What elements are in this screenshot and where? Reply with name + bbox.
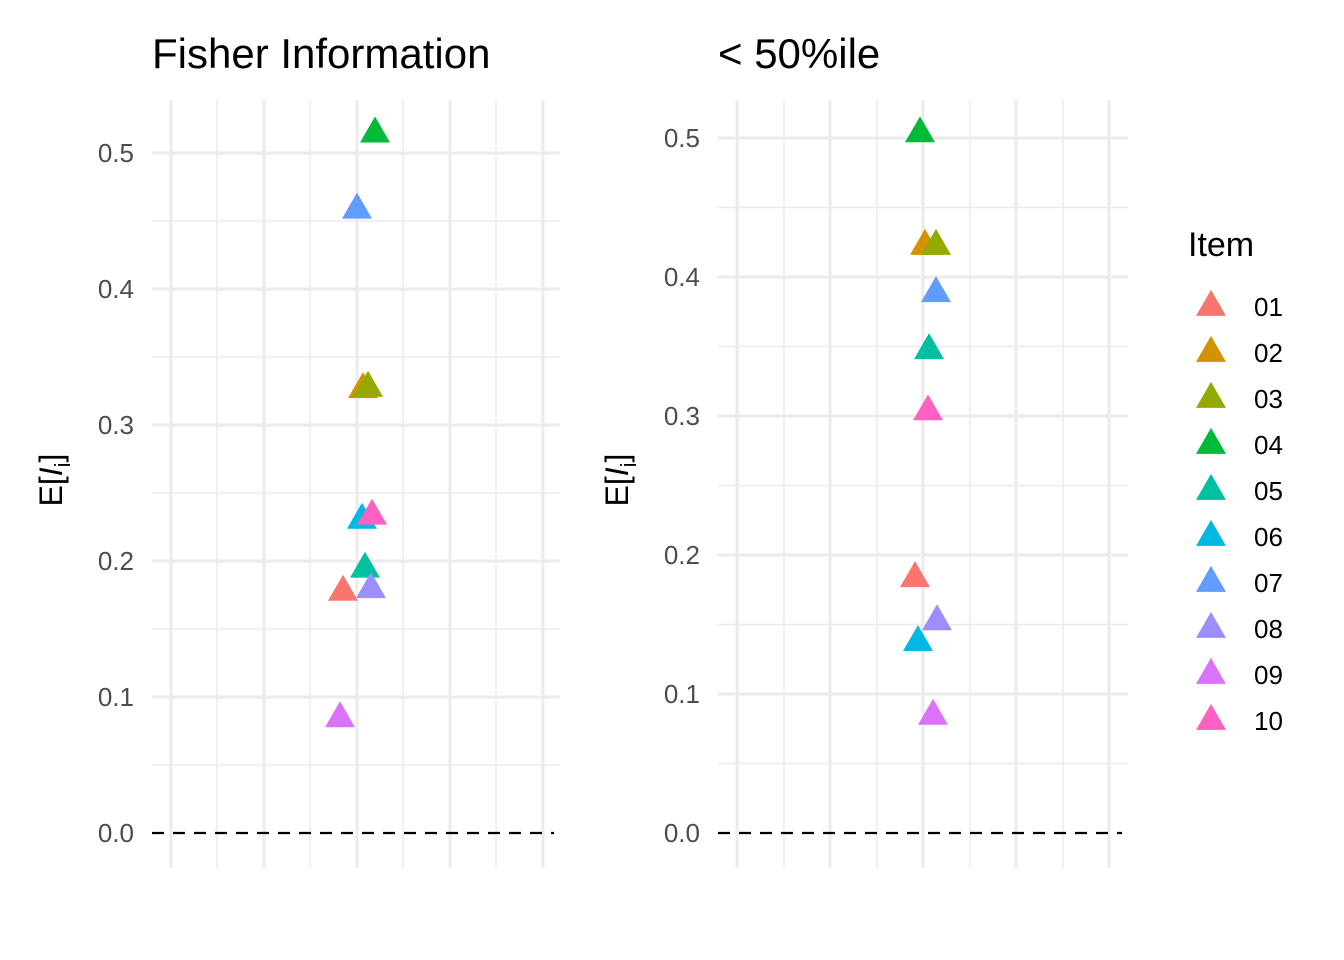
- point-item-06: [903, 625, 933, 652]
- y-axis-label: E[Ii]: [33, 454, 75, 507]
- panel-title: < 50%ile: [718, 30, 880, 77]
- point-item-03: [921, 228, 951, 255]
- point-item-01: [328, 574, 358, 601]
- y-tick-label: 0.5: [664, 123, 700, 153]
- legend-label: 07: [1254, 568, 1283, 598]
- legend-key-04: [1196, 427, 1226, 454]
- point-item-01: [900, 561, 930, 588]
- legend-key-09: [1196, 657, 1226, 684]
- legend-label: 03: [1254, 384, 1283, 414]
- legend-key-03: [1196, 381, 1226, 408]
- point-item-09: [325, 701, 355, 728]
- legend-label: 05: [1254, 476, 1283, 506]
- legend-label: 01: [1254, 292, 1283, 322]
- legend-key-02: [1196, 335, 1226, 362]
- y-tick-label: 0.1: [664, 679, 700, 709]
- y-axis-label: E[Ii]: [599, 454, 641, 507]
- legend-key-08: [1196, 611, 1226, 638]
- panel-fisher-information: Fisher Information 0.0 0.1 0.2 0.3 0.4 0.5 E[I…: [33, 30, 560, 868]
- y-tick-label: 0.0: [98, 818, 134, 848]
- point-item-05: [914, 333, 944, 360]
- legend-key-07: [1196, 565, 1226, 592]
- legend-key-10: [1196, 703, 1226, 730]
- y-tick-label: 0.3: [664, 401, 700, 431]
- legend-label: 04: [1254, 430, 1283, 460]
- legend-key-01: [1196, 289, 1226, 316]
- y-tick-label: 0.4: [98, 274, 134, 304]
- legend-key-06: [1196, 519, 1226, 546]
- legend-label: 08: [1254, 614, 1283, 644]
- legend-label: 09: [1254, 660, 1283, 690]
- legend-title: Item: [1188, 226, 1254, 264]
- point-item-03: [353, 370, 383, 397]
- point-item-07: [342, 192, 372, 219]
- legend: Item 01 02 03 04 05 06 07 08 09 10: [1188, 226, 1283, 736]
- point-item-08: [356, 572, 386, 599]
- point-item-04: [360, 116, 390, 143]
- point-item-05: [350, 551, 380, 578]
- y-tick-label: 0.2: [98, 546, 134, 576]
- y-tick-label: 0.2: [664, 540, 700, 570]
- panel-title: Fisher Information: [152, 30, 490, 77]
- y-tick-label: 0.1: [98, 682, 134, 712]
- y-tick-label: 0.4: [664, 262, 700, 292]
- y-tick-label: 0.0: [664, 818, 700, 848]
- y-tick-label: 0.3: [98, 410, 134, 440]
- point-item-10: [357, 498, 387, 525]
- point-item-04: [905, 116, 935, 143]
- panel-below-50th-percentile: < 50%ile 0.0 0.1 0.2 0.3 0.4 0.5 E[Ii]: [599, 30, 1128, 868]
- y-tick-label: 0.5: [98, 138, 134, 168]
- point-item-08: [922, 604, 952, 631]
- legend-label: 06: [1254, 522, 1283, 552]
- grid: [718, 100, 1128, 868]
- grid: [152, 100, 560, 868]
- point-item-10: [913, 394, 943, 421]
- legend-label: 10: [1254, 706, 1283, 736]
- point-item-09: [918, 698, 948, 725]
- point-item-07: [921, 276, 951, 303]
- legend-label: 02: [1254, 338, 1283, 368]
- legend-key-05: [1196, 473, 1226, 500]
